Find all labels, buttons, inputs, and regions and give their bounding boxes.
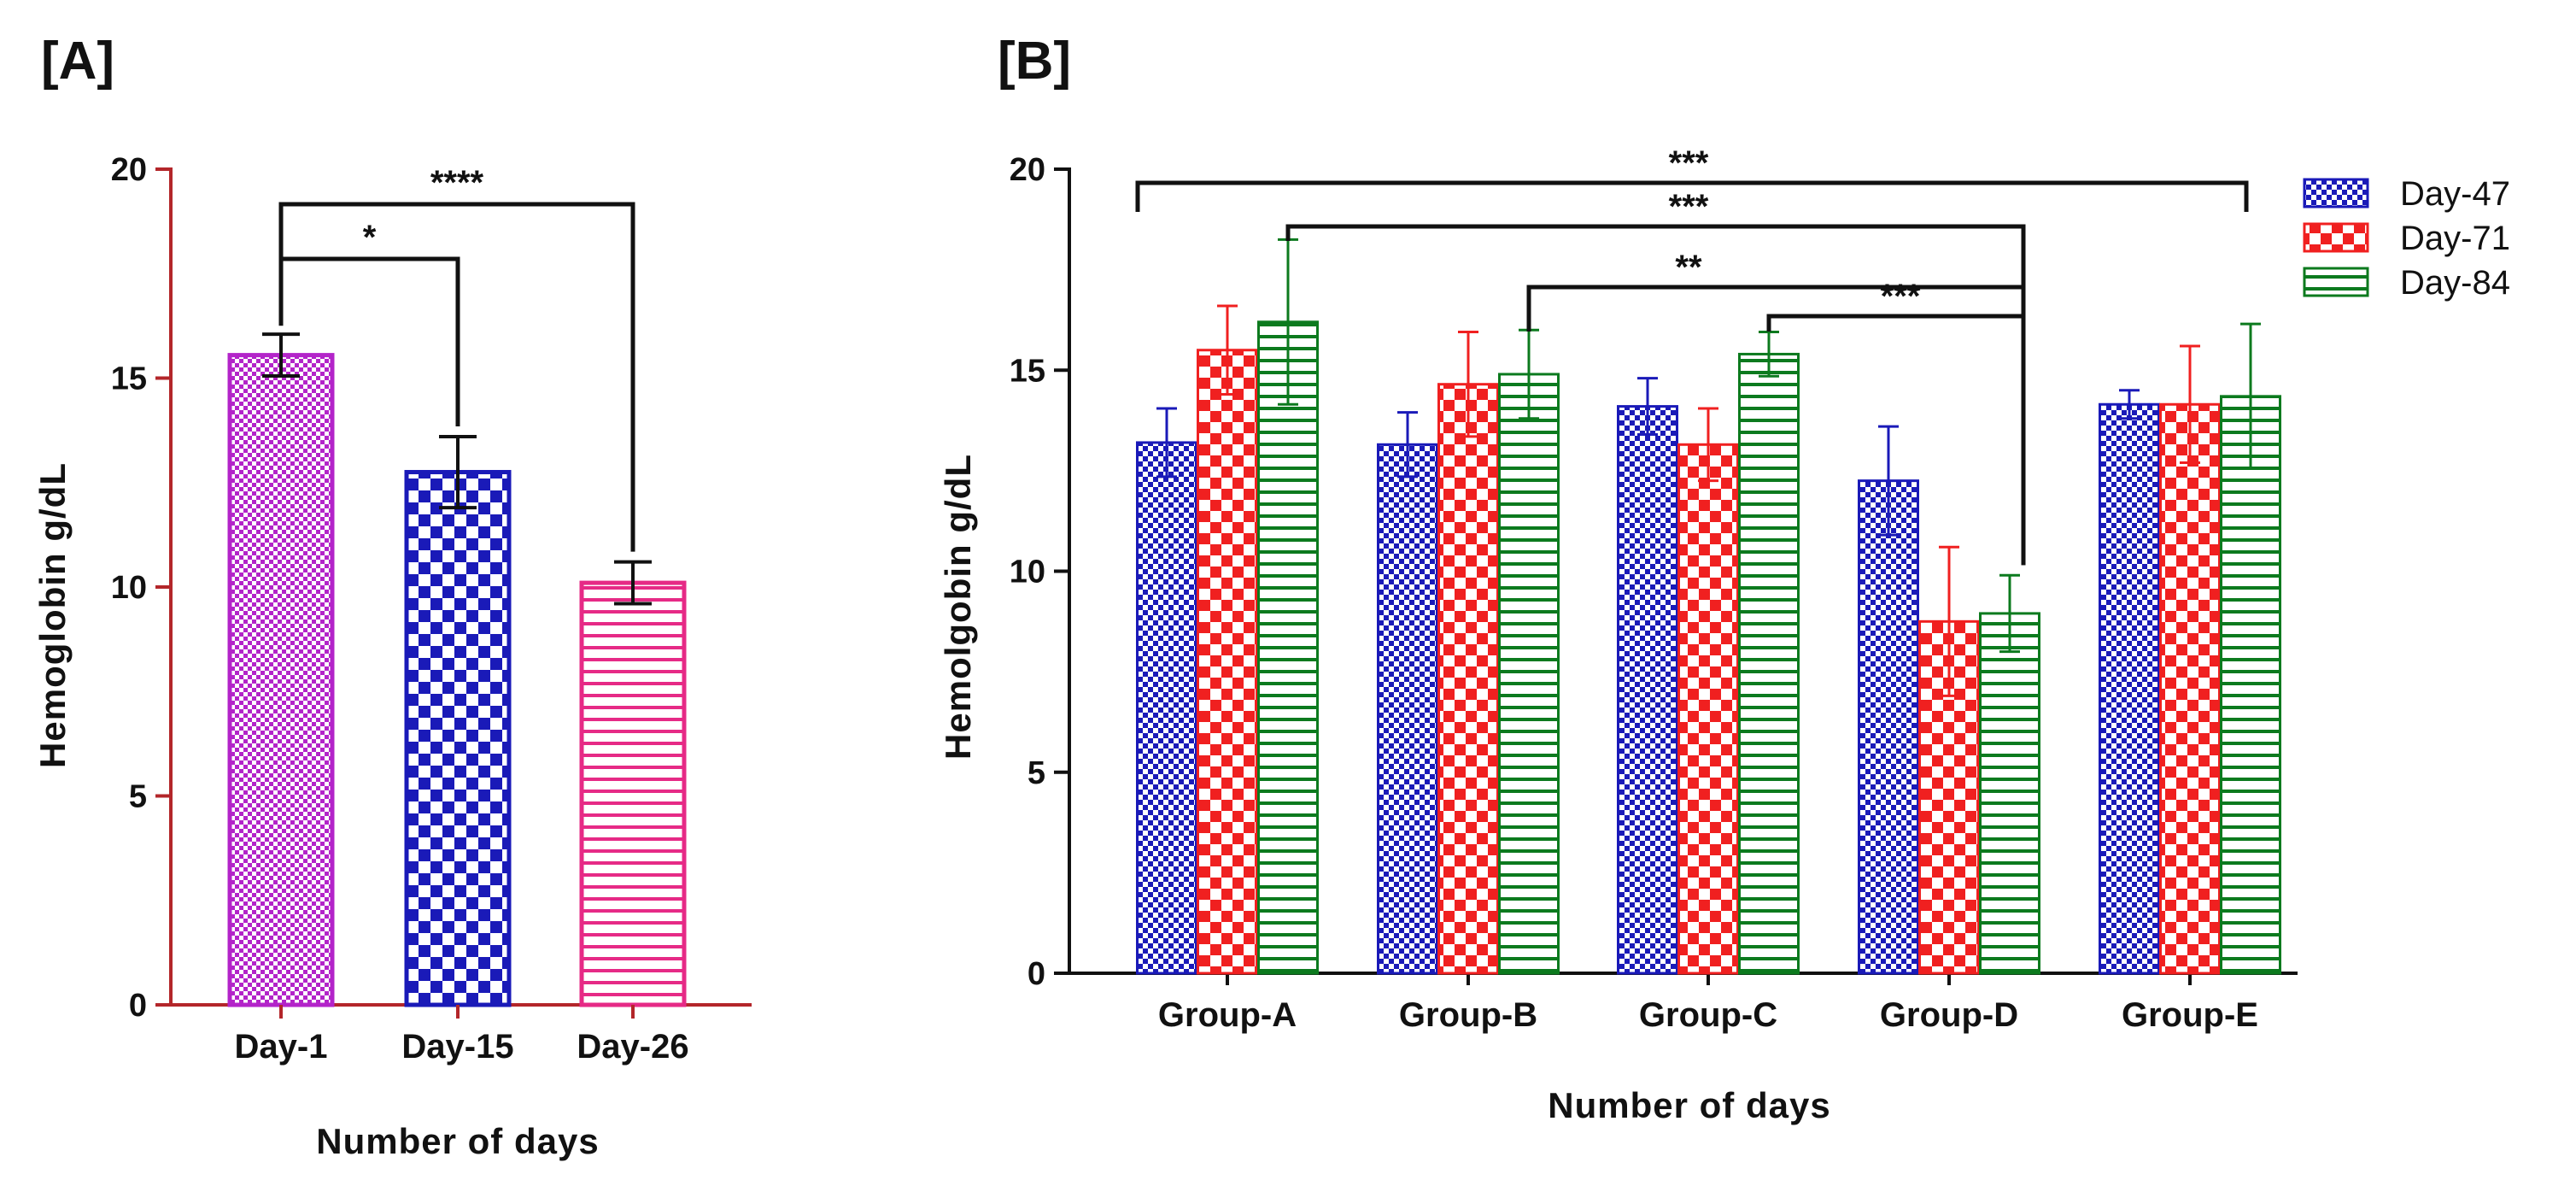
panel-a-x-axis-title: Number of days bbox=[316, 1121, 599, 1161]
panel-b-bar-day-71-group-b bbox=[1437, 383, 1499, 975]
panel-b-significance-label: *** bbox=[1669, 188, 1709, 226]
panel-b-significance-label: *** bbox=[1881, 278, 1921, 315]
panel-b-bar-day-47-group-a bbox=[1136, 441, 1197, 975]
panel-a-bar-day-26 bbox=[579, 580, 687, 1007]
panel-b-y-tick-label: 5 bbox=[1027, 755, 1045, 791]
panel-b-bar-day-71-group-a bbox=[1197, 349, 1258, 975]
panel-b-bar-day-71-group-d bbox=[1918, 619, 1980, 975]
panel-a-x-tick-label: Day-1 bbox=[235, 1028, 328, 1066]
panel-b-significance-label: *** bbox=[1669, 144, 1709, 182]
panel-b-significance-bracket bbox=[1135, 180, 2249, 212]
panel-a-bar-day-15 bbox=[404, 470, 512, 1007]
panel-a-label: [A] bbox=[41, 32, 114, 91]
legend-swatch-day-47 bbox=[2303, 178, 2369, 208]
panel-b-x-tick-label: Group-E bbox=[2122, 996, 2258, 1034]
legend-swatch-day-71 bbox=[2303, 222, 2369, 253]
panel-b-x-tick-label: Group-C bbox=[1639, 996, 1777, 1034]
panel-b-y-axis-title: Hemolgobin g/dL bbox=[938, 454, 978, 760]
panel-a-significance-label: * bbox=[363, 219, 377, 256]
panel-a-y-tick-label: 15 bbox=[111, 361, 147, 397]
panel-a-significance-bracket bbox=[278, 202, 635, 552]
panel-b-bar-day-47-group-e bbox=[2099, 402, 2160, 975]
panel-b-x-tick-label: Group-D bbox=[1880, 996, 2018, 1034]
panel-b-bar-day-84-group-d bbox=[1979, 612, 2040, 975]
panel-a-y-tick-label: 0 bbox=[129, 988, 147, 1024]
panel-a-x-tick-label: Day-26 bbox=[577, 1028, 688, 1066]
panel-b-plot: 0 5 10 15 20 Group-A Group-B Group-C Group-D Grou… bbox=[1010, 144, 2510, 1034]
panel-b-bar-day-84-group-c bbox=[1738, 352, 1800, 975]
panel-b-bar-day-47-group-b bbox=[1377, 443, 1438, 975]
panel-b-y-tick-label: 10 bbox=[1010, 555, 1045, 590]
panel-a-bar-day-1 bbox=[227, 353, 335, 1007]
panel-b-bar-day-84-group-a bbox=[1257, 320, 1319, 975]
panel-b-bar-day-47-group-d bbox=[1858, 479, 1919, 975]
panel-b-y-tick-label: 15 bbox=[1010, 353, 1045, 389]
panel-b-bar-day-71-group-c bbox=[1677, 443, 1739, 975]
panel-b-significance-label: ** bbox=[1675, 249, 1702, 286]
legend-label-day-47: Day-47 bbox=[2400, 175, 2510, 213]
legend-label-day-84: Day-84 bbox=[2400, 264, 2510, 302]
panel-b-bar-day-84-group-e bbox=[2220, 395, 2281, 975]
panel-a-y-tick-label: 5 bbox=[129, 779, 147, 815]
legend-swatch-day-84 bbox=[2303, 267, 2369, 297]
panel-a-x-tick-label: Day-15 bbox=[401, 1028, 513, 1066]
panel-b-x-tick-label: Group-A bbox=[1158, 996, 1297, 1034]
legend-label-day-71: Day-71 bbox=[2400, 220, 2510, 257]
panel-b-x-axis-title: Number of days bbox=[1548, 1085, 1830, 1125]
panel-b-y-tick-label: 0 bbox=[1027, 956, 1045, 992]
panel-b-bar-day-84-group-b bbox=[1498, 373, 1560, 975]
panel-a-significance-label: **** bbox=[430, 164, 484, 202]
panel-a-y-tick-label: 10 bbox=[111, 570, 147, 606]
panel-b-significance-bracket bbox=[1766, 314, 2026, 566]
panel-b-x-tick-label: Group-B bbox=[1399, 996, 1537, 1034]
panel-b-y-tick-label: 20 bbox=[1010, 152, 1045, 188]
panel-a-y-axis-title: Hemoglobin g/dL bbox=[32, 462, 73, 768]
panel-b-bar-day-47-group-c bbox=[1617, 405, 1678, 975]
panel-b-bar-day-71-group-e bbox=[2159, 402, 2221, 975]
panel-b-label: [B] bbox=[998, 32, 1071, 91]
panel-a-y-tick-label: 20 bbox=[111, 152, 147, 188]
